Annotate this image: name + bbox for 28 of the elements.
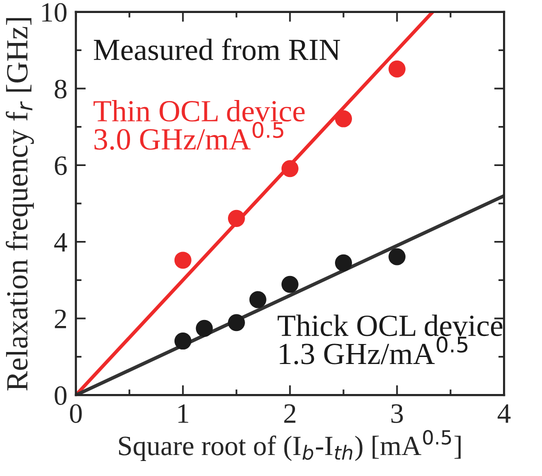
annotation: Thin OCL device 3.0 GHz/mA$^{0.5}$	[94, 100, 305, 150]
x-tick-label: 3	[391, 404, 403, 423]
annotation: Measured from RIN	[94, 38, 340, 60]
y-axis-title: Relaxation frequency f$_{r}$ [GHz]	[6, 18, 34, 391]
point	[388, 60, 406, 78]
x-tick-label: 4	[498, 404, 511, 423]
x-tick-label: 1	[178, 404, 188, 423]
y-tick-label: 6	[54, 156, 67, 176]
x-tick-label: 0	[70, 404, 82, 423]
point	[174, 332, 192, 350]
point	[334, 254, 352, 272]
point	[228, 314, 245, 332]
point	[196, 320, 213, 337]
y-tick-label: 10	[42, 3, 66, 22]
y-tick-label: 8	[54, 80, 66, 98]
point	[281, 276, 298, 293]
x-axis-title: Square root of (I$_{b}$-I$_{th}$) [mA$^{0.5}$]	[119, 430, 461, 461]
y-tick-label: 2	[54, 310, 66, 328]
point	[281, 160, 298, 178]
point	[174, 252, 192, 269]
y-tick-label: 4	[54, 233, 68, 252]
point	[249, 291, 266, 308]
x-tick-label: 2	[284, 404, 296, 423]
point	[388, 248, 406, 266]
annotation: Thick OCL device 1.3 GHz/mA$^{0.5}$	[278, 314, 502, 364]
y-tick-label: 0	[54, 386, 66, 405]
point	[334, 110, 352, 128]
point	[228, 210, 245, 227]
